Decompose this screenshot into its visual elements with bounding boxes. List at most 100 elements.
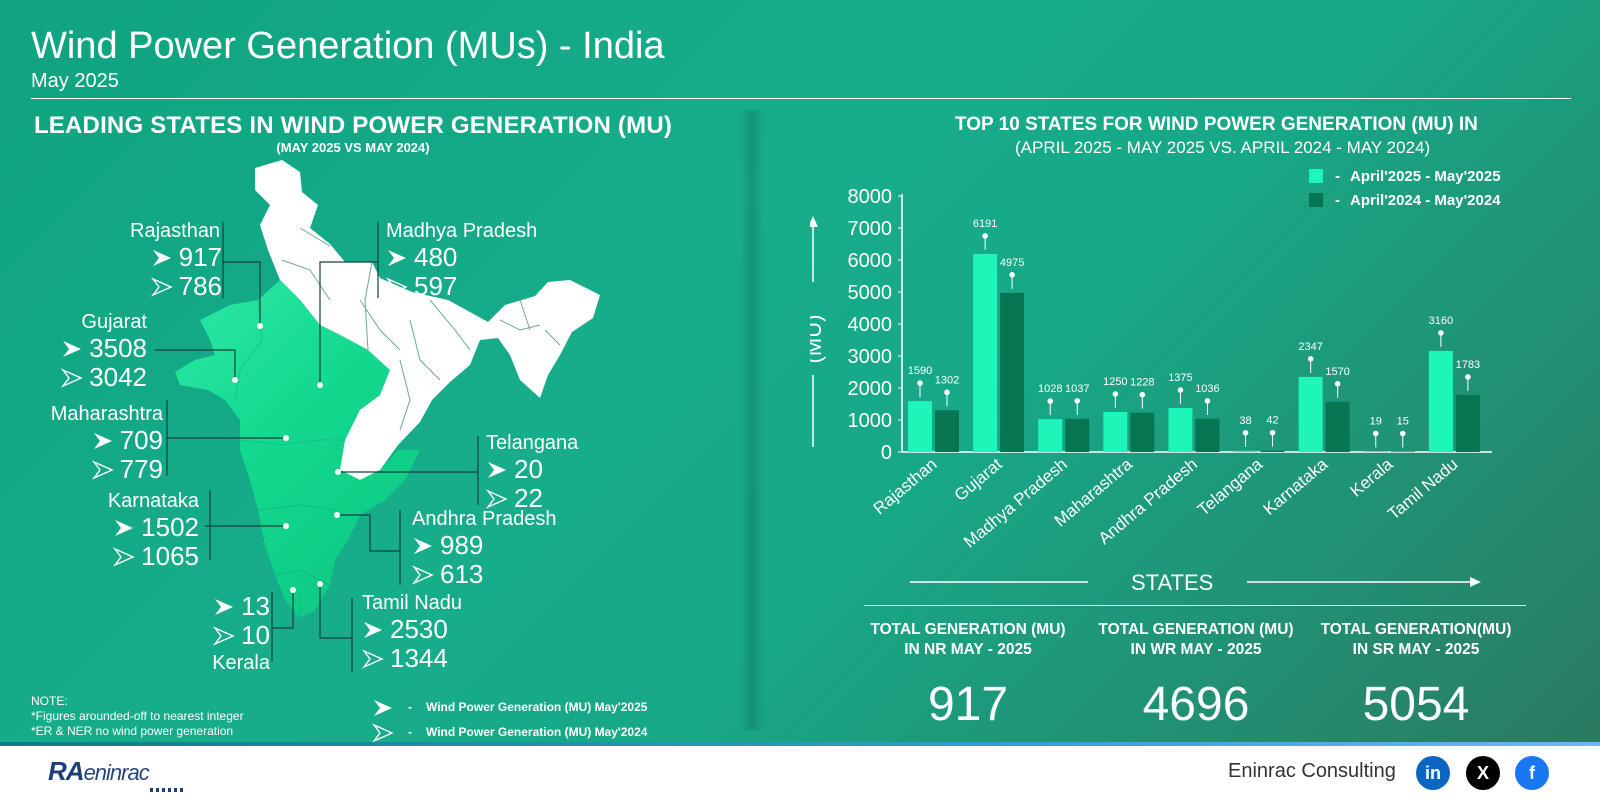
title-divider — [31, 98, 1571, 99]
filled-arrow-icon — [362, 617, 384, 638]
state-value-2025: 480 — [414, 242, 458, 272]
total-nr: TOTAL GENERATION (MU) IN NR MAY - 2025 9… — [858, 620, 1078, 732]
label-maharashtra: Maharashtra 709 779 — [49, 403, 163, 484]
bar — [1233, 450, 1258, 452]
data-label-dot — [1177, 387, 1184, 393]
y-tick-label: 8000 — [848, 186, 893, 208]
label-gujarat: Gujarat 3508 3042 — [55, 311, 147, 392]
chart-heading: TOP 10 STATES FOR WIND POWER GENERATION … — [955, 114, 1478, 135]
filled-arrow-icon — [61, 336, 83, 357]
state-value-2024: 3042 — [89, 362, 147, 392]
state-name: Gujarat — [81, 311, 147, 333]
state-marker — [317, 382, 323, 388]
state-marker — [257, 323, 263, 329]
outline-arrow-icon — [371, 722, 394, 742]
bar — [1325, 401, 1350, 452]
outline-arrow-icon — [91, 457, 114, 480]
total-title-line2: IN SR MAY - 2025 — [1352, 641, 1480, 658]
chart-subheading: (APRIL 2025 - MAY 2025 VS. APRIL 2024 - … — [1015, 138, 1431, 157]
state-value-2025: 1502 — [141, 512, 199, 542]
outline-arrow-icon — [411, 562, 434, 585]
india-map — [155, 160, 600, 672]
bar — [1390, 451, 1415, 453]
state-value-2024: 613 — [440, 559, 484, 589]
label-tamil-nadu: Tamil Nadu 2530 1344 — [361, 592, 462, 673]
state-marker — [290, 587, 296, 593]
state-value-2025: 709 — [119, 425, 163, 455]
total-value: 4696 — [1142, 678, 1250, 731]
legend-item-2024: - April'2024 - May'2024 — [1309, 188, 1501, 212]
leader-line — [205, 490, 286, 560]
eninrac-logo[interactable]: RAeninrac — [48, 756, 150, 786]
data-label-dot — [1334, 380, 1341, 387]
total-title-line1: TOTAL GENERATION(MU) — [1320, 621, 1512, 638]
filled-arrow-icon — [486, 457, 508, 478]
state-value-2025: 20 — [514, 454, 543, 484]
data-label-dot — [1242, 429, 1249, 436]
linkedin-icon[interactable]: in — [1416, 756, 1450, 790]
note-title: NOTE: — [31, 694, 68, 708]
bar — [1195, 418, 1220, 452]
x-tick-label: Kerala — [1346, 454, 1396, 500]
bar — [1298, 376, 1323, 452]
state-marker — [334, 512, 340, 518]
legend-item-2024: - Wind Power Generation (MU) May'2024 — [371, 720, 647, 742]
x-axis-title: STATES — [1131, 570, 1214, 595]
x-icon[interactable]: X — [1466, 756, 1500, 790]
legend-item-2025: - Wind Power Generation (MU) May'2025 — [372, 695, 647, 720]
state-name: Maharashtra — [50, 403, 163, 425]
footer-accent-bar — [0, 742, 1600, 746]
leader-line — [319, 584, 353, 672]
state-marker — [283, 523, 289, 529]
state-value-2025: 2530 — [390, 614, 448, 644]
state-value-2025: 3508 — [89, 333, 147, 363]
total-title-line1: TOTAL GENERATION (MU) — [870, 621, 1066, 638]
data-label-dot — [1372, 430, 1379, 437]
legend-swatch — [1309, 169, 1323, 183]
data-label-dot — [1269, 429, 1276, 436]
total-value: 917 — [927, 678, 1009, 731]
total-sr: TOTAL GENERATION(MU) IN SR MAY - 2025 50… — [1306, 620, 1526, 732]
data-label-dot — [917, 380, 923, 386]
label-madhya-pradesh: Madhya Pradesh 480 597 — [385, 220, 538, 301]
section-divider — [864, 605, 1526, 606]
state-name: Madhya Pradesh — [386, 220, 538, 242]
y-tick-label: 2000 — [848, 378, 893, 400]
outline-arrow-icon — [150, 274, 173, 297]
data-label-dot — [944, 389, 950, 396]
leader-line — [166, 400, 286, 476]
y-tick-label: 3000 — [848, 346, 893, 368]
data-label: 1028 — [1038, 383, 1062, 395]
state-marker — [232, 377, 238, 383]
label-karnataka: Karnataka 1502 1065 — [105, 490, 199, 571]
legend-label: April'2025 - May'2025 — [1350, 167, 1501, 185]
leader-line — [338, 436, 479, 505]
x-tick-label: Rajasthan — [870, 455, 941, 519]
data-label: 6191 — [973, 218, 997, 230]
outline-arrow-icon — [112, 544, 135, 567]
data-label: 1036 — [1195, 383, 1219, 395]
bar — [1428, 350, 1453, 452]
data-label-dot — [982, 233, 988, 239]
filled-arrow-icon — [412, 533, 434, 554]
facebook-icon[interactable]: f — [1515, 756, 1549, 790]
state-marker — [283, 435, 289, 441]
x-title-arrowhead — [1470, 577, 1481, 587]
map-notes: NOTE: *Figures arounded-off to nearest i… — [31, 694, 244, 739]
footer: RAeninrac Eninrac Consulting in X f — [0, 746, 1600, 800]
map-legend: - Wind Power Generation (MU) May'2025 - … — [371, 695, 647, 742]
leader-line — [271, 590, 294, 662]
chart-legend: - April'2025 - May'2025 - April'2024 - M… — [1309, 164, 1501, 212]
bar — [1130, 412, 1155, 452]
data-label-dot — [1074, 398, 1081, 404]
leader-line — [155, 349, 236, 380]
data-label: 1302 — [935, 374, 959, 386]
legend-label: April'2024 - May'2024 — [1350, 191, 1501, 209]
data-label: 1228 — [1130, 377, 1154, 389]
state-value-2024: 597 — [414, 271, 458, 301]
total-title-line1: TOTAL GENERATION (MU) — [1098, 621, 1294, 638]
legend-swatch — [1309, 193, 1323, 207]
data-label: 1375 — [1168, 372, 1192, 384]
page-subtitle: May 2025 — [31, 70, 119, 92]
bar — [1168, 408, 1193, 452]
